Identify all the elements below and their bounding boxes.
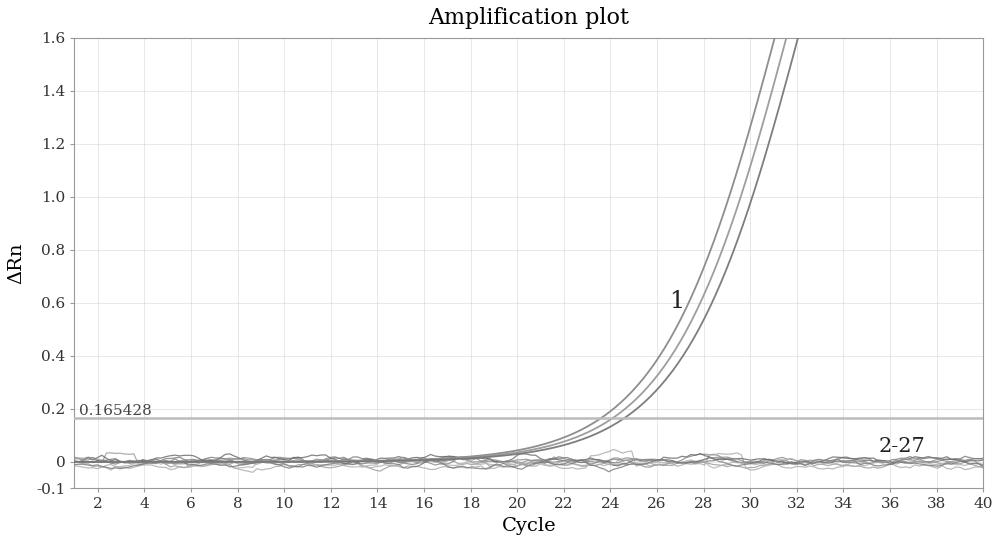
- Text: 1: 1: [669, 290, 684, 313]
- Y-axis label: ΔRn: ΔRn: [7, 242, 25, 284]
- Title: Amplification plot: Amplification plot: [428, 7, 629, 29]
- Text: 0.165428: 0.165428: [79, 404, 152, 418]
- Text: 2-27: 2-27: [878, 437, 925, 456]
- X-axis label: Cycle: Cycle: [502, 517, 556, 535]
